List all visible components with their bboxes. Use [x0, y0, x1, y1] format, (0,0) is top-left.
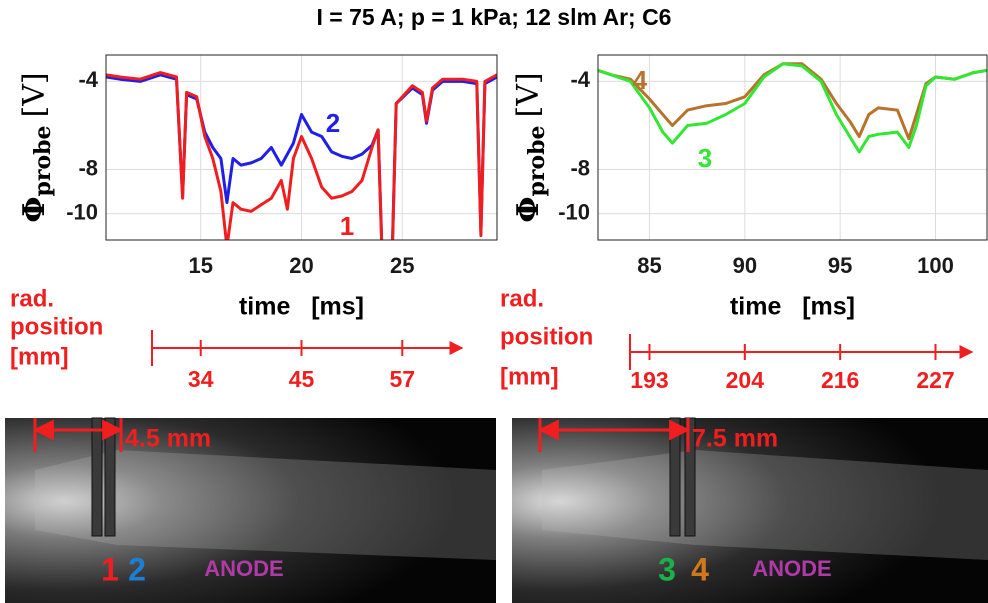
series-label: 1 — [340, 211, 354, 241]
series-label: 4 — [633, 65, 648, 95]
rad-label: rad. — [500, 285, 544, 312]
y-label-unit: [V] — [17, 72, 52, 117]
series-label: 2 — [326, 108, 340, 138]
plot — [598, 62, 987, 154]
series-label: 3 — [698, 143, 712, 173]
dimension-label: 4.5 mm — [125, 425, 211, 453]
photo — [512, 418, 988, 603]
y-label-sub: probe — [30, 125, 56, 196]
x-tick-label: 100 — [917, 253, 954, 278]
rad-tick-label: 204 — [726, 367, 765, 393]
photo — [5, 418, 496, 603]
y-label-symbol: Φ — [511, 196, 546, 222]
figure-title: I = 75 A; p = 1 kPa; 12 slm Ar; C6 — [317, 4, 672, 30]
y-axis-label: Φprobe [V] — [511, 72, 550, 222]
probe — [91, 417, 103, 537]
x-tick-label: 90 — [733, 253, 757, 278]
plot — [106, 71, 497, 240]
rad-label: rad. — [10, 285, 54, 312]
x-tick-label: 20 — [289, 253, 313, 278]
rad-tick-label: 57 — [389, 366, 415, 392]
y-tick-label: -10 — [558, 199, 590, 224]
probe-label: 3 — [658, 551, 676, 587]
y-label-sub: probe — [524, 125, 550, 196]
plot-frame — [105, 54, 498, 241]
y-label-unit: [V] — [511, 72, 546, 117]
y-tick-label: -10 — [66, 199, 98, 224]
anode-label: ANODE — [204, 556, 283, 581]
x-axis-label: time [ms] — [239, 293, 364, 321]
y-tick-label: -4 — [78, 67, 98, 92]
rad-label: [mm] — [500, 363, 559, 390]
rad-tick-label: 34 — [188, 366, 214, 392]
rad-label: position — [10, 313, 103, 340]
x-tick-label: 95 — [828, 253, 852, 278]
plasma-jet — [542, 450, 988, 560]
series-line — [598, 62, 987, 141]
x-tick-label: 85 — [637, 253, 661, 278]
rad-label: position — [500, 323, 593, 350]
probe — [669, 417, 681, 537]
x-axis-label: time [ms] — [730, 293, 855, 321]
y-axis-label: Φprobe [V] — [17, 72, 56, 222]
anode-label: ANODE — [752, 556, 831, 581]
probe — [684, 417, 696, 537]
rad-label: [mm] — [10, 343, 69, 370]
series-line — [106, 71, 497, 240]
plasma-jet — [35, 450, 496, 560]
probe-label: 4 — [691, 551, 709, 587]
rad-tick-label: 227 — [916, 367, 954, 393]
rad-tick-label: 193 — [630, 367, 668, 393]
probe — [104, 417, 116, 537]
probe-label: 1 — [101, 551, 119, 587]
dimension-label: 7.5 mm — [692, 425, 778, 453]
y-label-symbol: Φ — [17, 196, 52, 222]
y-tick-label: -8 — [570, 155, 590, 180]
series-line — [598, 62, 987, 154]
x-tick-label: 15 — [188, 253, 212, 278]
y-tick-label: -8 — [78, 155, 98, 180]
y-tick-label: -4 — [570, 67, 590, 92]
rad-tick-label: 45 — [289, 366, 315, 392]
plot-frame — [597, 54, 988, 241]
x-tick-label: 25 — [390, 253, 414, 278]
probe-label: 2 — [128, 551, 146, 587]
rad-tick-label: 216 — [821, 367, 859, 393]
